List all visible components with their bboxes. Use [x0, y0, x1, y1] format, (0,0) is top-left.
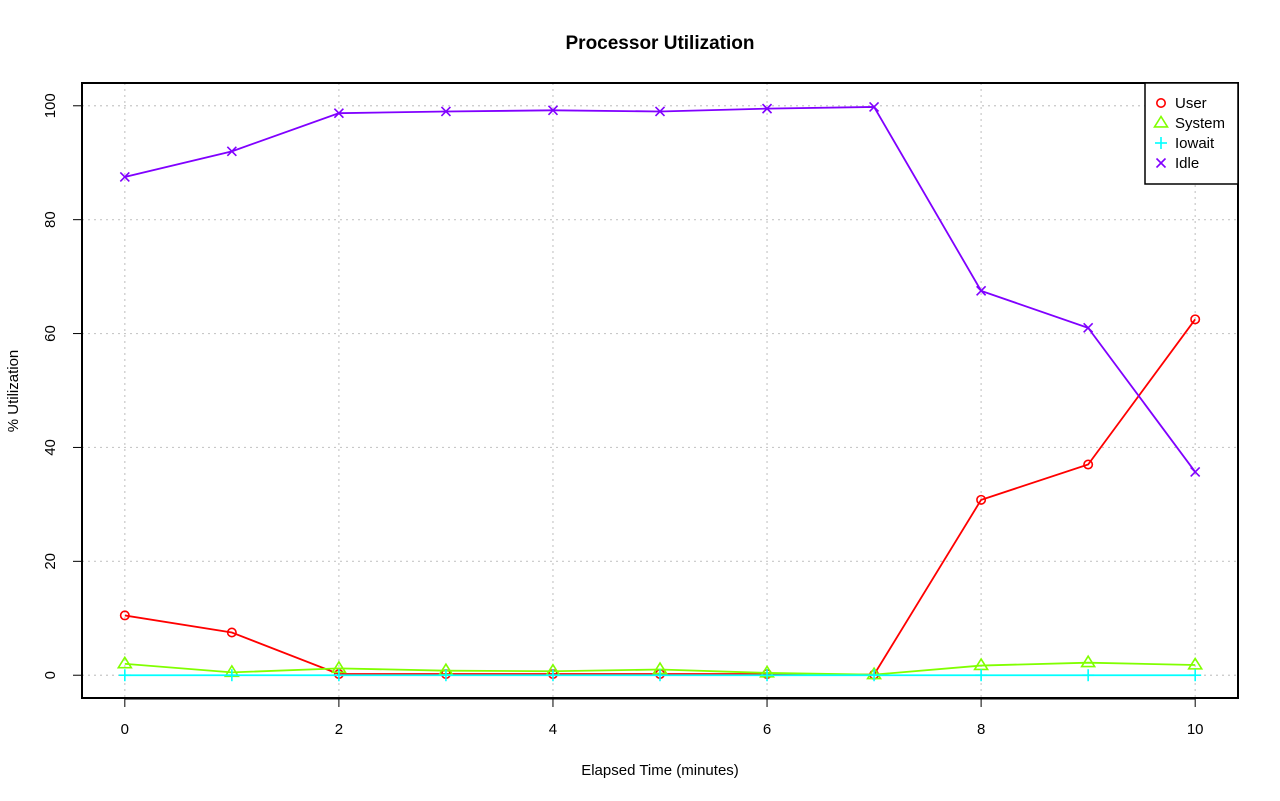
- data-point-idle: [869, 101, 880, 112]
- chart-title: Processor Utilization: [566, 33, 755, 54]
- data-point-iowait: [546, 669, 559, 682]
- legend-marker-user: [1156, 98, 1167, 109]
- legend-marker-system: [1153, 114, 1169, 128]
- data-point-user: [226, 627, 237, 638]
- series-group: [116, 101, 1204, 682]
- legend-item-system: System: [1153, 114, 1225, 132]
- x-axis-label: Elapsed Time (minutes): [581, 762, 739, 779]
- series-idle: [119, 101, 1201, 477]
- data-point-system: [1080, 654, 1097, 668]
- data-point-iowait: [868, 669, 881, 682]
- x-tick-label: 6: [763, 721, 771, 738]
- data-point-idle: [1190, 466, 1201, 477]
- data-point-iowait: [439, 669, 452, 682]
- data-point-user: [976, 494, 987, 505]
- series-iowait: [118, 669, 1202, 682]
- series-user: [119, 314, 1201, 680]
- y-tick-label: 100: [42, 93, 59, 118]
- legend-item-user: User: [1156, 95, 1207, 112]
- legend-label-idle: Idle: [1175, 155, 1199, 172]
- legend-marker-iowait: [1155, 137, 1167, 149]
- data-point-idle: [440, 106, 451, 117]
- data-point-idle: [1083, 322, 1094, 333]
- y-axis-label: % Utilization: [5, 350, 22, 433]
- plot-frame: [81, 82, 1239, 699]
- data-point-iowait: [118, 669, 131, 682]
- legend: User System Iowait Idle: [1144, 82, 1239, 185]
- x-tick-label: 0: [121, 721, 129, 738]
- y-tick-label: 80: [42, 211, 59, 228]
- x-tick-label: 10: [1187, 721, 1204, 738]
- legend-marker-idle: [1155, 157, 1167, 169]
- data-point-idle: [654, 106, 666, 117]
- data-point-idle: [119, 171, 130, 183]
- data-point-system: [116, 655, 133, 669]
- data-point-user: [1190, 314, 1201, 325]
- y-tick-label: 0: [42, 671, 59, 679]
- data-point-system: [1187, 656, 1204, 670]
- legend-item-iowait: Iowait: [1155, 135, 1215, 152]
- legend-label-user: User: [1175, 95, 1207, 112]
- data-point-iowait: [975, 669, 988, 682]
- series-line-user: [124, 318, 1196, 676]
- legend-item-idle: Idle: [1155, 155, 1199, 172]
- data-point-idle: [226, 146, 237, 157]
- legend-label-iowait: Iowait: [1175, 135, 1215, 152]
- legend-label-system: System: [1175, 115, 1225, 132]
- series-line-idle: [124, 106, 1196, 473]
- legend-box: [1144, 82, 1239, 185]
- grid: [82, 83, 1238, 698]
- data-point-iowait: [1082, 669, 1095, 682]
- y-tick-label: 60: [42, 325, 59, 342]
- x-tick-label: 8: [977, 721, 985, 738]
- data-point-idle: [761, 103, 773, 114]
- data-point-idle: [333, 108, 344, 119]
- x-tick-label: 4: [549, 721, 557, 738]
- data-point-iowait: [225, 669, 238, 682]
- x-tick-label: 2: [335, 721, 343, 738]
- data-point-user: [1083, 459, 1094, 470]
- data-point-iowait: [761, 669, 774, 682]
- data-point-iowait: [1189, 669, 1202, 682]
- data-point-user: [119, 610, 130, 621]
- data-point-iowait: [654, 669, 666, 682]
- data-point-idle: [976, 285, 987, 296]
- data-point-iowait: [332, 669, 345, 682]
- data-point-idle: [547, 105, 559, 116]
- y-tick-label: 20: [42, 553, 59, 570]
- y-tick-label: 40: [42, 439, 59, 456]
